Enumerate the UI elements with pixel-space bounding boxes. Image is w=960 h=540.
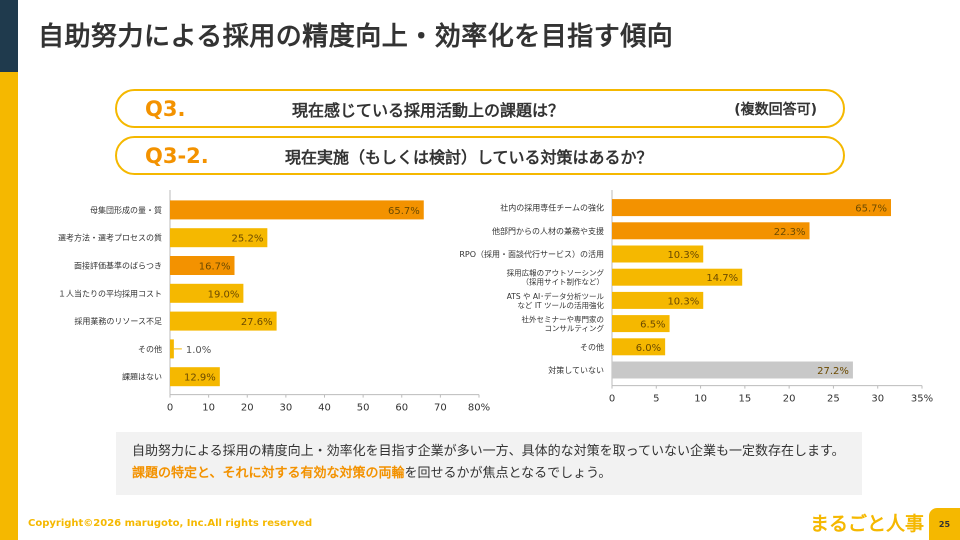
- category-label: 選考方法・選考プロセスの質: [58, 233, 162, 243]
- bar: [170, 367, 220, 387]
- bar: [170, 339, 174, 359]
- data-label: 27.2%: [817, 366, 849, 377]
- accent-strip-navy: [0, 0, 18, 72]
- x-tick-label: 10: [202, 403, 215, 414]
- category-label: 採用広報のアウトソーシング: [507, 268, 605, 278]
- x-tick-label: 60: [395, 403, 408, 414]
- data-label: 12.9%: [184, 373, 216, 384]
- x-tick-label: 70: [434, 403, 447, 414]
- data-label: 14.7%: [706, 273, 738, 284]
- bar: [612, 268, 743, 286]
- x-tick-label: 40: [318, 403, 331, 414]
- question-q3-2: Q3-2. 現在実施（もしくは検討）している対策はあるか？: [115, 136, 845, 175]
- bar: [612, 338, 666, 356]
- accent-strip-yellow: [0, 72, 18, 540]
- question-text: 現在感じている採用活動上の課題は？: [292, 100, 565, 120]
- question-number: Q3.: [145, 96, 186, 121]
- data-label: 16.7%: [199, 262, 231, 273]
- bar: [612, 222, 810, 240]
- data-label: 19.0%: [208, 289, 240, 300]
- question-number: Q3-2.: [145, 143, 209, 168]
- bar: [170, 283, 244, 303]
- category-label: 課題はない: [122, 372, 162, 382]
- category-label: ATS や AI･データ分析ツール: [507, 291, 605, 301]
- category-label: 母集団形成の量・質: [90, 205, 162, 215]
- x-tick-label: 30: [871, 394, 884, 405]
- x-tick-label: 35%: [911, 394, 933, 405]
- bar: [612, 361, 853, 379]
- category-label: コンサルティング: [544, 323, 604, 333]
- category-label: 他部門からの人材の兼務や支援: [492, 226, 604, 236]
- x-tick-label: 10: [694, 394, 707, 405]
- x-tick-label: 0: [609, 394, 615, 405]
- question-text: 現在実施（もしくは検討）している対策はあるか？: [285, 147, 653, 167]
- bar: [170, 228, 268, 248]
- category-label: 対策していない: [548, 365, 604, 375]
- x-tick-label: 50: [357, 403, 370, 414]
- data-label: 10.3%: [667, 296, 699, 307]
- charts: 0 10 20 30 40 50 60 70 80%母集団形成の量・質 65.7%選考方法・選考プ…: [58, 190, 933, 414]
- bar: [170, 311, 277, 331]
- data-label: 25.2%: [232, 234, 264, 245]
- x-tick-label: 0: [167, 403, 173, 414]
- bar: [612, 315, 670, 333]
- category-label: その他: [580, 342, 604, 352]
- x-tick-label: 20: [783, 394, 796, 405]
- data-label: 6.0%: [636, 343, 661, 354]
- data-label: 22.3%: [774, 227, 806, 238]
- summary-text-end: を回せるかが焦点となるでしょう。: [404, 466, 612, 481]
- data-label: 1.0%: [186, 345, 211, 356]
- category-label: （採用サイト制作など）: [522, 277, 605, 287]
- bar: [612, 291, 704, 309]
- category-label: 採用業務のリソース不足: [74, 316, 162, 326]
- category-label: 社内の採用専任チームの強化: [500, 203, 604, 213]
- summary-box: 自助努力による採用の精度向上・効率化を目指す企業が多い一方、具体的な対策を取って…: [116, 432, 862, 495]
- copyright: Copyright©2026 marugoto, Inc.All rights …: [28, 518, 313, 529]
- category-label: その他: [138, 344, 162, 354]
- brand-logo: まるごと人事: [810, 513, 925, 535]
- data-label: 10.3%: [667, 250, 699, 261]
- x-tick-label: 20: [241, 403, 254, 414]
- summary-highlight: 課題の特定と、それに対する有効な対策の両輪: [132, 466, 405, 481]
- x-tick-label: 25: [827, 394, 840, 405]
- category-label: １人当たりの平均採用コスト: [58, 288, 162, 298]
- category-label: 社外セミナーや専門家の: [522, 314, 605, 324]
- x-tick-label: 80%: [468, 403, 490, 414]
- category-label: 面接評価基準のばらつき: [74, 261, 162, 271]
- bar: [170, 256, 235, 275]
- page-number: 25: [929, 508, 960, 540]
- x-tick-label: 15: [738, 394, 751, 405]
- category-label: など IT ツールの活用強化: [517, 300, 604, 310]
- summary-text: 自助努力による採用の精度向上・効率化を目指す企業が多い一方、具体的な対策を取って…: [132, 444, 845, 459]
- data-label: 6.5%: [640, 320, 665, 331]
- bar: [612, 245, 704, 263]
- category-label: RPO（採用・面談代行サービス）の活用: [459, 249, 604, 259]
- bar: [170, 200, 424, 220]
- bar: [612, 199, 891, 217]
- page-title: 自助努力による採用の精度向上・効率化を目指す傾向: [38, 22, 674, 52]
- data-label: 65.7%: [388, 206, 420, 217]
- x-tick-label: 5: [653, 394, 659, 405]
- x-tick-label: 30: [280, 403, 293, 414]
- question-q3: Q3. 現在感じている採用活動上の課題は？ (複数回答可): [115, 89, 845, 128]
- data-label: 65.7%: [855, 204, 887, 215]
- question-note: (複数回答可): [734, 101, 817, 118]
- data-label: 27.6%: [241, 317, 273, 328]
